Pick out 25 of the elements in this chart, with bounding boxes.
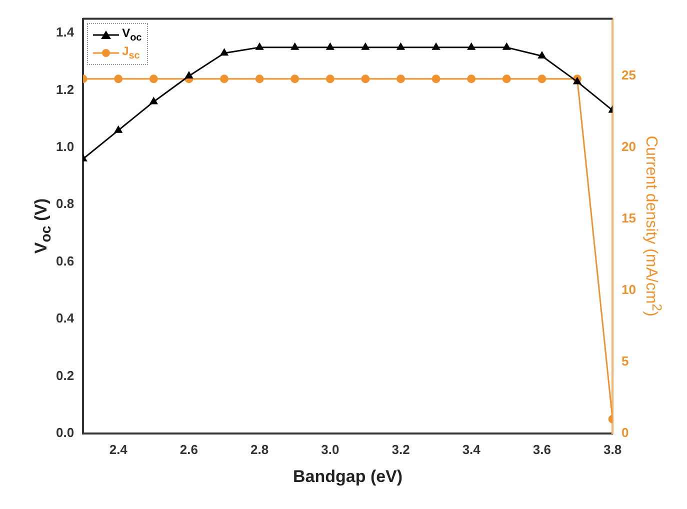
y-tick-label: 0.8: [56, 196, 74, 212]
legend-label: V$_{oc}$: [122, 26, 142, 44]
x-tick-label: 2.6: [180, 442, 198, 457]
x-tick-label: 3.2: [392, 442, 410, 457]
x-tick-label: 2.4: [109, 442, 128, 457]
y-tick-label: 0.2: [56, 368, 74, 383]
y-tick-label: 0.6: [56, 253, 74, 268]
x-tick-label: 2.8: [250, 442, 269, 457]
y2-tick-label: 25: [622, 68, 636, 83]
y-tick-label: 1.4: [56, 24, 75, 40]
x-axis-title: Bandgap (eV): [292, 467, 404, 487]
x-tick-label: 3.6: [532, 442, 551, 457]
y2-tick-label: 10: [622, 282, 636, 298]
x-tick-label: 3.8: [604, 442, 622, 457]
y-tick-label: 1.0: [56, 139, 74, 154]
x-tick-label: 3.0: [321, 442, 340, 457]
y2-tick-label: 5: [622, 353, 629, 368]
y2-tick-label: 15: [622, 210, 636, 226]
y2-tick-label: 20: [622, 139, 636, 154]
y2-tick-label: 0: [622, 424, 629, 440]
y-tick-label: 1.2: [56, 82, 74, 97]
legend-label: J$_{sc}$: [122, 44, 140, 62]
x-tick-label: 3.4: [462, 442, 482, 457]
y-tick-label: 0.4: [56, 310, 75, 326]
y-tick-label: 0.0: [56, 424, 74, 440]
